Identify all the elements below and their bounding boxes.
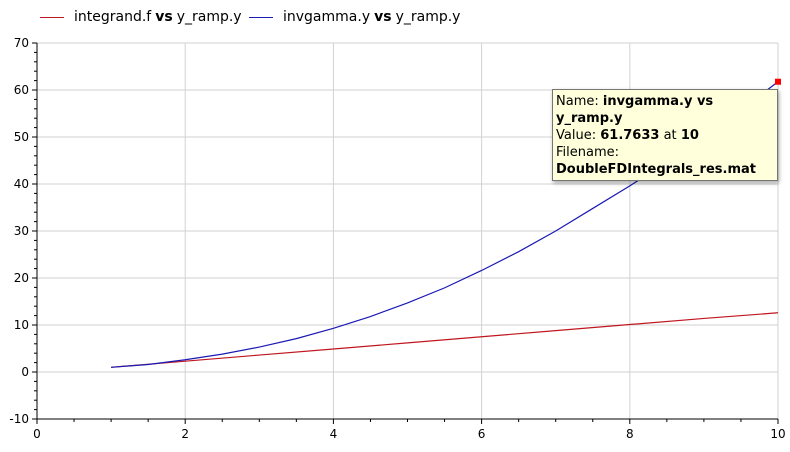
y-tick-label: 20 [14,271,29,285]
y-tick-label: 40 [14,177,29,191]
tooltip-name-row: Name: invgamma.y vs y_ramp.y [556,93,777,127]
legend-var-integrand: integrand.f [74,9,152,25]
legend-var-invgamma: invgamma.y [283,9,371,25]
tooltip-value-value: 61.7633 [600,128,660,143]
tooltip-at-value: 10 [680,128,699,143]
legend-item-invgamma[interactable]: invgamma.y vs y_ramp.y [249,8,460,26]
tooltip-value-label: Value: [556,128,597,143]
legend-swatch-invgamma [249,16,273,18]
x-tick-label: 10 [770,427,785,441]
tooltip-filename-value: DoubleFDIntegrals_res.mat [556,162,756,177]
y-tick-label: 70 [14,36,29,50]
y-tick-label: 30 [14,224,29,238]
tooltip-value-row: Value: 61.7633 at 10 [556,127,777,144]
legend-xvar-integrand: y_ramp.y [176,9,242,25]
x-tick-label: 4 [330,427,338,441]
legend: integrand.f vs y_ramp.y invgamma.y vs y_… [0,0,790,34]
x-tick-label: 6 [478,427,486,441]
hover-point-marker [775,78,781,85]
y-tick-label: 50 [14,130,29,144]
x-tick-label: 2 [181,427,189,441]
tooltip-name-value: invgamma.y vs y_ramp.y [556,94,714,126]
legend-swatch-integrand [40,16,64,18]
y-tick-label: 0 [21,365,29,379]
y-tick-label: 10 [14,318,29,332]
legend-item-integrand[interactable]: integrand.f vs y_ramp.y [40,8,242,26]
legend-xvar-invgamma: y_ramp.y [395,9,461,25]
x-tick-label: 8 [626,427,634,441]
series-line-integrand [111,312,779,368]
value-tooltip: Name: invgamma.y vs y_ramp.y Value: 61.7… [552,89,778,181]
tooltip-at-label: at [663,128,677,143]
y-tick-label: 60 [14,83,29,97]
tooltip-name-label: Name: [556,94,599,109]
tooltip-filename-label: Filename: [556,145,620,160]
legend-vs-integrand: vs [155,9,173,25]
x-tick-label: 0 [33,427,41,441]
legend-vs-invgamma: vs [374,9,392,25]
y-tick-label: -10 [9,412,29,426]
